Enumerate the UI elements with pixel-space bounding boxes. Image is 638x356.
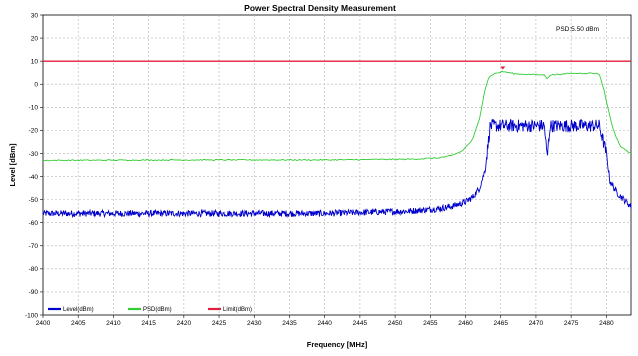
y-tick-label: -90 bbox=[29, 289, 39, 296]
x-tick-label: 2445 bbox=[353, 320, 368, 327]
x-tick-label: 2420 bbox=[177, 320, 192, 327]
legend-label: Level(dBm) bbox=[63, 307, 94, 313]
legend-label: Limit(dBm) bbox=[223, 307, 252, 313]
x-tick-label: 2425 bbox=[212, 320, 227, 327]
x-tick-label: 2460 bbox=[458, 320, 473, 327]
y-axis-ticks: 30 20 10 0 -10 -20 -30 -40 -50 -60 -70 -80 -90 -100 bbox=[25, 12, 43, 319]
y-tick-label: -20 bbox=[29, 128, 39, 135]
psd-annotation: PSD:5.50 dBm bbox=[556, 26, 599, 33]
x-tick-label: 2415 bbox=[141, 320, 156, 327]
x-tick-label: 2455 bbox=[423, 320, 438, 327]
x-tick-label: 2440 bbox=[317, 320, 332, 327]
y-tick-label: 10 bbox=[31, 58, 39, 65]
x-tick-label: 2470 bbox=[529, 320, 544, 327]
y-tick-label: -30 bbox=[29, 151, 39, 158]
x-axis-ticks: 2400 2405 2410 2415 2420 2425 2430 2435 2440 2445… bbox=[36, 315, 614, 327]
y-tick-label: -70 bbox=[29, 243, 39, 250]
legend-label: PSD(dBm) bbox=[143, 307, 172, 313]
plot-area bbox=[42, 14, 632, 316]
x-tick-label: 2400 bbox=[36, 320, 51, 327]
x-tick-label: 2430 bbox=[247, 320, 262, 327]
x-tick-label: 2465 bbox=[493, 320, 508, 327]
legend: Level(dBm) PSD(dBm) Limit(dBm) bbox=[48, 307, 252, 313]
x-tick-label: 2435 bbox=[282, 320, 297, 327]
chart-title: Power Spectral Density Measurement bbox=[244, 3, 396, 13]
y-tick-label: 20 bbox=[31, 35, 39, 42]
y-tick-label: -60 bbox=[29, 220, 39, 227]
y-tick-label: -50 bbox=[29, 197, 39, 204]
y-tick-label: 30 bbox=[31, 12, 39, 19]
x-tick-label: 2405 bbox=[71, 320, 86, 327]
peak-marker bbox=[500, 66, 506, 70]
series-line-psd bbox=[42, 70, 632, 162]
y-tick-label: -40 bbox=[29, 174, 39, 181]
x-tick-label: 2450 bbox=[388, 320, 403, 327]
x-tick-label: 2410 bbox=[106, 320, 121, 327]
x-tick-label: 2475 bbox=[564, 320, 579, 327]
x-tick-label: 2480 bbox=[599, 320, 614, 327]
x-axis-title: Frequency [MHz] bbox=[307, 340, 368, 349]
y-tick-label: -10 bbox=[29, 105, 39, 112]
series-layer bbox=[42, 60, 632, 219]
series-line-level bbox=[42, 118, 632, 219]
y-tick-label: -100 bbox=[25, 312, 38, 319]
y-tick-label: -80 bbox=[29, 266, 39, 273]
y-axis-title: Level [dBm] bbox=[8, 143, 17, 186]
y-tick-label: 0 bbox=[34, 82, 38, 89]
